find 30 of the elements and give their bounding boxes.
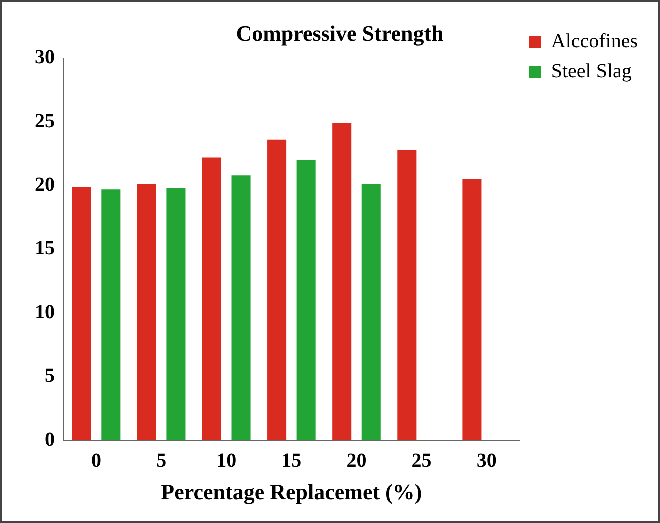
bar xyxy=(362,184,381,441)
y-tick-label: 15 xyxy=(35,238,55,260)
y-tick-label: 30 xyxy=(35,46,55,69)
bar xyxy=(296,160,316,441)
bar xyxy=(268,140,287,441)
bar xyxy=(232,176,251,441)
bar xyxy=(398,150,417,441)
x-axis-title: Percentage Replacemet (%) xyxy=(161,479,422,504)
y-tick-label: 25 xyxy=(35,110,55,132)
bar xyxy=(102,190,121,441)
x-tick-label: 20 xyxy=(346,450,367,472)
x-tick-label: 30 xyxy=(476,450,497,472)
x-tick-label: 25 xyxy=(412,450,432,472)
chart-title: Compressive Strength xyxy=(236,20,444,46)
bar xyxy=(462,179,482,441)
x-tick-label: 15 xyxy=(282,450,302,472)
x-tick-label: 0 xyxy=(92,450,102,472)
y-tick-label: 10 xyxy=(35,301,55,324)
y-tick-label: 5 xyxy=(45,365,55,388)
bar xyxy=(166,188,186,441)
bar xyxy=(137,184,156,441)
legend-label: Alccofines xyxy=(551,30,638,52)
legend-label: Steel Slag xyxy=(551,60,632,82)
y-tick-label: 20 xyxy=(35,174,55,196)
bar xyxy=(202,158,222,441)
x-tick-label: 5 xyxy=(156,450,167,472)
bar xyxy=(72,187,92,441)
bar xyxy=(332,123,352,441)
y-tick-label: 0 xyxy=(45,428,55,451)
x-tick-label: 10 xyxy=(216,450,237,472)
